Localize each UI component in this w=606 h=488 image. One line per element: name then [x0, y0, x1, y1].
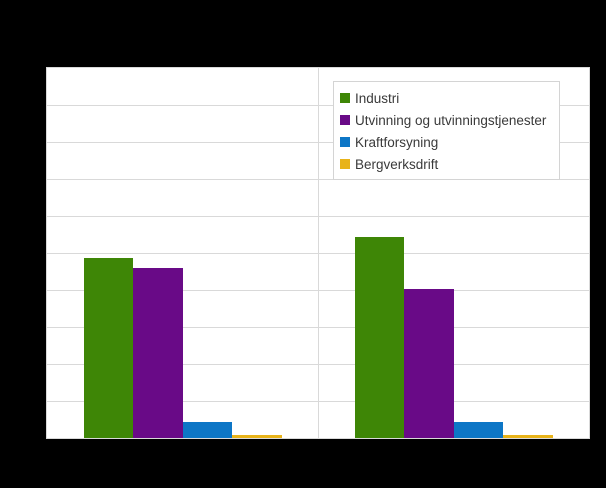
plot-area: Industri Utvinning og utvinningstjeneste…	[46, 67, 590, 439]
legend-label-kraftforsyning: Kraftforsyning	[355, 134, 439, 150]
legend: Industri Utvinning og utvinningstjeneste…	[333, 81, 560, 180]
bar-kraftforsyning-group-2	[453, 421, 503, 438]
bar-kraftforsyning-group-1	[182, 422, 232, 438]
legend-swatch-industri-icon	[340, 93, 350, 103]
bar-bergverksdrift-group-2	[503, 435, 553, 438]
bar-utvinning-group-1	[133, 267, 183, 438]
legend-label-industri: Industri	[355, 90, 400, 106]
legend-item-industri: Industri	[340, 87, 555, 109]
bar-industri-group-1	[83, 257, 133, 438]
bar-group-1	[83, 68, 282, 438]
legend-item-utvinning: Utvinning og utvinningstjenester	[340, 109, 555, 131]
legend-item-kraftforsyning: Kraftforsyning	[340, 131, 555, 153]
bar-utvinning-group-2	[404, 288, 454, 438]
legend-swatch-kraftforsyning-icon	[340, 137, 350, 147]
bar-bergverksdrift-group-1	[232, 435, 282, 438]
legend-swatch-utvinning-icon	[340, 115, 350, 125]
legend-label-bergverksdrift: Bergverksdrift	[355, 156, 439, 172]
legend-item-bergverksdrift: Bergverksdrift	[340, 153, 555, 175]
bar-group-2	[354, 68, 553, 438]
x-gridline-center	[318, 68, 319, 438]
bar-industri-group-2	[354, 237, 404, 438]
legend-swatch-bergverksdrift-icon	[340, 159, 350, 169]
legend-label-utvinning: Utvinning og utvinningstjenester	[355, 112, 547, 128]
